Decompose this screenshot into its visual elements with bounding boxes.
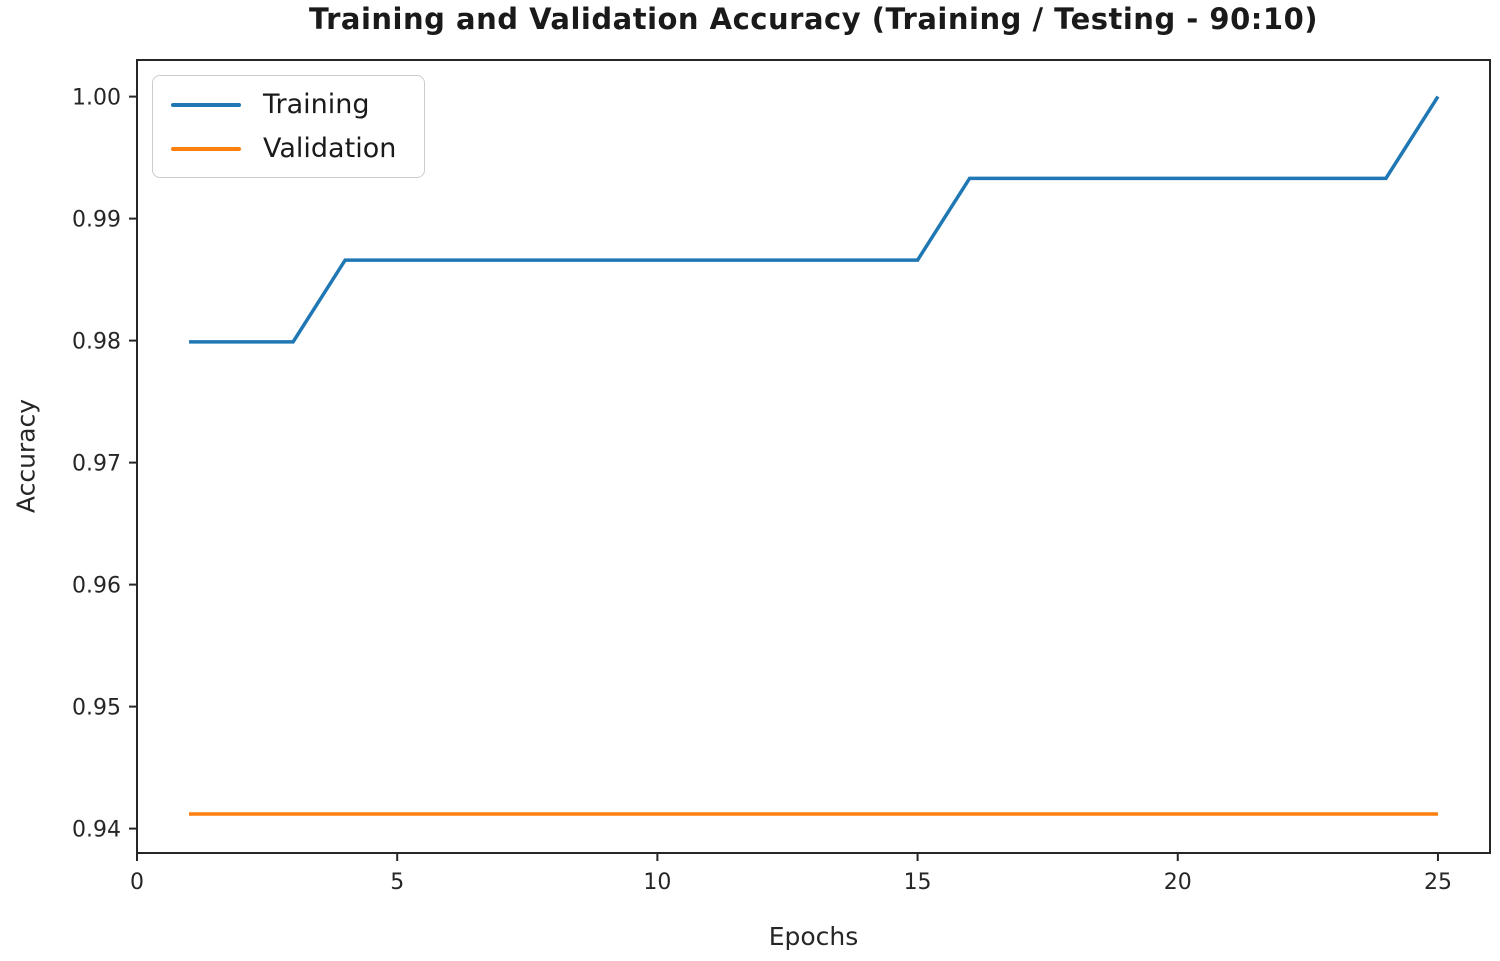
legend-label-training: Training (263, 89, 370, 120)
x-tick-label: 20 (1164, 870, 1192, 895)
y-tick-label: 0.97 (72, 452, 121, 477)
x-tick-label: 0 (130, 870, 144, 895)
x-tick-label: 5 (390, 870, 404, 895)
training-line (189, 95, 1440, 344)
x-tick-label: 10 (643, 870, 671, 895)
validation-line-swatch-icon (171, 146, 241, 151)
y-tick-label: 0.95 (72, 696, 121, 721)
y-tick-label: 0.98 (72, 330, 121, 355)
y-tick-label: 1.00 (72, 86, 121, 111)
legend: Training Validation (152, 75, 426, 178)
chart-title: Training and Validation Accuracy (Traini… (309, 2, 1318, 36)
legend-label-validation: Validation (263, 133, 397, 164)
plot-spines (136, 59, 1491, 854)
y-tick-label: 0.94 (72, 818, 121, 843)
legend-item-training: Training (171, 89, 396, 120)
x-tick-label: 25 (1424, 870, 1452, 895)
legend-item-validation: Validation (171, 133, 396, 164)
training-line-swatch-icon (171, 102, 241, 107)
x-tick-label: 15 (904, 870, 932, 895)
y-tick-label: 0.96 (72, 574, 121, 599)
y-tick-label: 0.99 (72, 208, 121, 233)
y-axis-label: Accuracy (11, 398, 41, 514)
x-axis-label: Epochs (768, 922, 859, 951)
